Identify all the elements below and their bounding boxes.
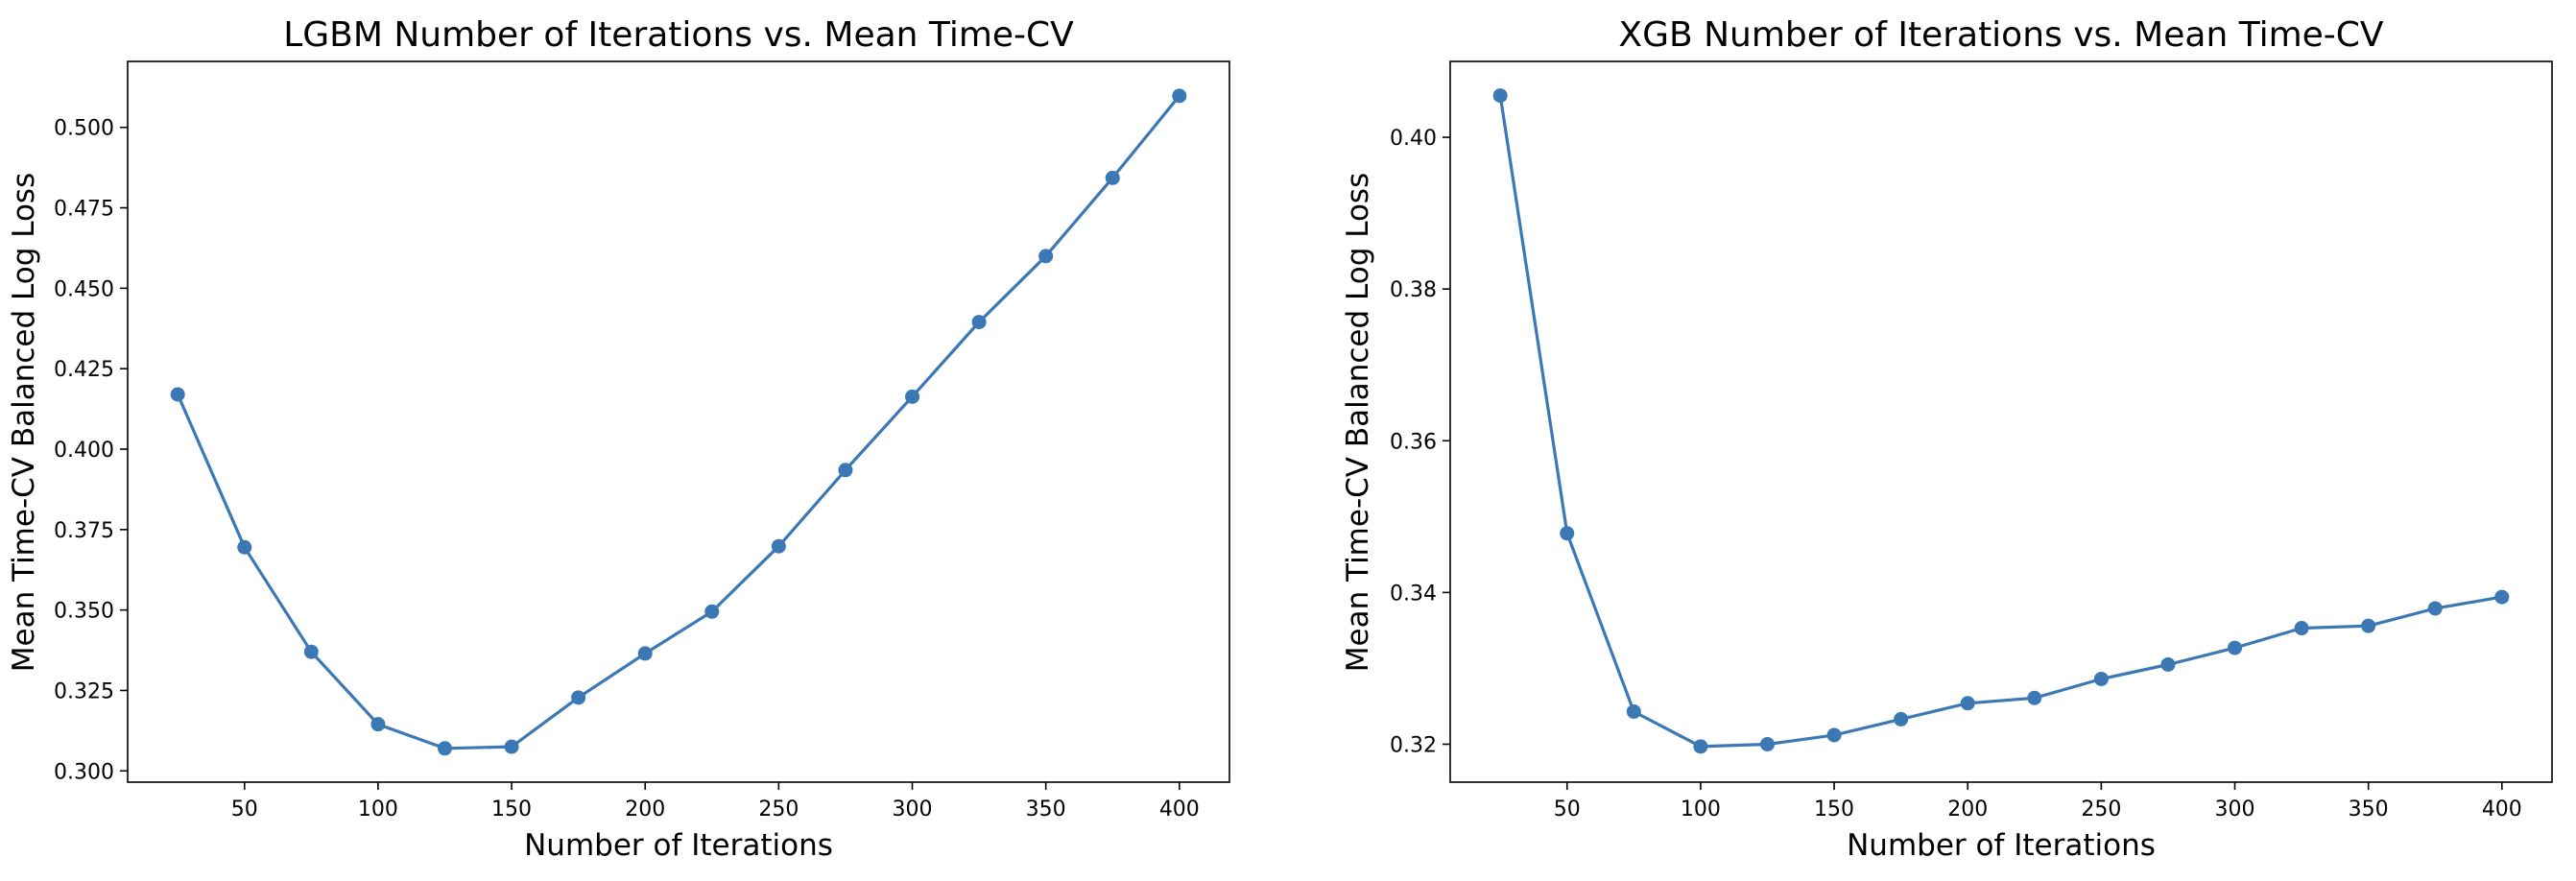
y-tick-label: 0.32: [1390, 733, 1437, 757]
series-line: [176, 94, 1181, 750]
x-axis-label: Number of Iterations: [524, 828, 833, 863]
x-tick-label: 50: [1554, 798, 1581, 821]
x-tick-label: 300: [893, 798, 933, 821]
data-point: [2228, 640, 2243, 655]
y-tick-label: 0.38: [1390, 278, 1437, 302]
y-tick-label: 0.450: [54, 277, 114, 301]
x-tick-label: 250: [758, 798, 799, 821]
data-point: [771, 538, 786, 554]
x-tick-label: 200: [1947, 798, 1988, 821]
y-tick-label: 0.350: [54, 600, 114, 624]
x-tick-label: 100: [358, 798, 398, 821]
data-point: [1693, 739, 1708, 754]
y-tick-label: 0.325: [54, 679, 114, 703]
x-tick-label: 400: [2482, 798, 2522, 821]
data-point: [637, 646, 653, 661]
chart-title: XGB Number of Iterations vs. Mean Time-C…: [1618, 15, 2384, 55]
x-tick-label: 150: [1814, 798, 1854, 821]
x-axis-label: Number of Iterations: [1847, 828, 2156, 863]
y-axis-label: Mean Time-CV Balanced Log Loss: [1341, 173, 1375, 672]
lgbm-chart-panel: LGBM Number of Iterations vs. Mean Time-…: [7, 15, 1230, 863]
data-point: [1626, 703, 1641, 719]
y-tick-label: 0.475: [54, 198, 114, 222]
data-point: [1894, 711, 1909, 726]
x-tick-label: 250: [2081, 798, 2121, 821]
data-point: [2294, 621, 2309, 636]
axes-frame: [127, 60, 1230, 783]
chart-title: LGBM Number of Iterations vs. Mean Time-…: [283, 15, 1074, 55]
data-point: [170, 387, 185, 402]
xgb-chart-panel: XGB Number of Iterations vs. Mean Time-C…: [1341, 15, 2553, 863]
y-tick-label: 0.375: [54, 519, 114, 543]
series-line: [1498, 95, 2503, 749]
axes-frame: [1449, 60, 2553, 783]
data-point: [1038, 249, 1054, 264]
data-point: [1172, 88, 1187, 104]
data-point: [237, 539, 252, 555]
data-point: [1492, 88, 1508, 104]
y-tick-label: 0.425: [54, 358, 114, 382]
data-point: [504, 739, 519, 754]
y-tick-label: 0.34: [1390, 582, 1437, 606]
y-axis-label: Mean Time-CV Balanced Log Loss: [7, 173, 41, 672]
data-point: [1826, 727, 1842, 743]
data-point: [437, 741, 452, 756]
y-tick-label: 0.500: [54, 117, 114, 141]
x-tick-label: 300: [2215, 798, 2255, 821]
x-tick-label: 200: [625, 798, 665, 821]
data-point: [704, 604, 720, 619]
data-point: [1960, 696, 1975, 711]
data-point: [1759, 736, 1775, 751]
data-point: [2160, 656, 2176, 672]
x-tick-label: 50: [231, 798, 258, 821]
data-point: [971, 315, 987, 330]
y-tick-label: 0.300: [54, 760, 114, 784]
data-point: [571, 690, 586, 705]
y-tick-label: 0.40: [1390, 127, 1437, 151]
data-point: [1105, 170, 1120, 185]
x-tick-label: 100: [1681, 798, 1721, 821]
x-tick-label: 350: [1026, 798, 1066, 821]
x-tick-label: 400: [1159, 798, 1200, 821]
data-point: [2093, 671, 2109, 686]
data-point: [2027, 690, 2042, 705]
data-point: [1560, 526, 1575, 541]
x-tick-label: 150: [491, 798, 532, 821]
y-tick-label: 0.400: [54, 439, 114, 463]
y-tick-label: 0.36: [1390, 430, 1437, 454]
data-point: [2361, 618, 2376, 633]
data-point: [905, 389, 920, 404]
data-point: [2494, 589, 2510, 605]
data-point: [370, 717, 386, 732]
data-point: [2427, 601, 2443, 616]
x-tick-label: 350: [2349, 798, 2389, 821]
data-point: [303, 644, 319, 659]
data-point: [838, 463, 853, 478]
